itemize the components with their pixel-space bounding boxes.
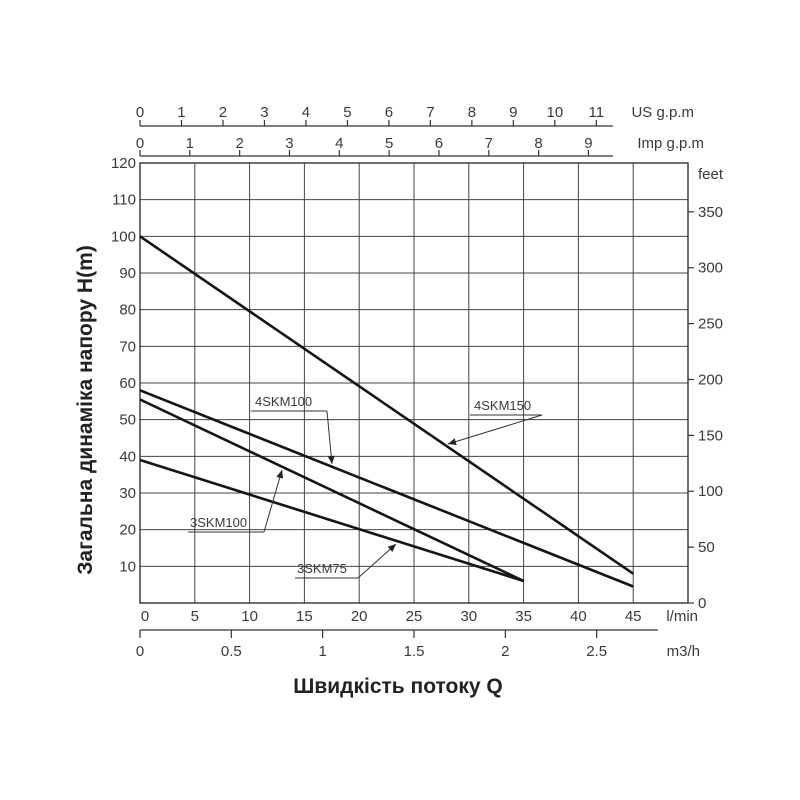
- us-tick-label: 11: [589, 104, 605, 121]
- imp-tick-label: 1: [186, 135, 194, 152]
- y-tick-label: 60: [119, 375, 136, 392]
- feet-tick-label: 150: [698, 427, 723, 444]
- imp-tick-label: 6: [435, 135, 443, 152]
- series-line-4skm150: [139, 235, 634, 575]
- label-arrowhead: [387, 544, 396, 552]
- series-label-4skm150: 4SKM150: [474, 398, 531, 413]
- feet-tick-label: 250: [698, 316, 723, 333]
- x-tick-label: 15: [296, 608, 313, 625]
- y-tick-label: 100: [111, 228, 136, 245]
- feet-unit-label: feet: [698, 166, 724, 183]
- y-tick-label: 20: [119, 522, 136, 539]
- y-axis-title: Загальна динаміка напору H(m): [74, 245, 97, 574]
- series-labels: 4SKM150 4SKM100 3SKM100 3SKM75: [188, 394, 543, 579]
- us-tick-label: 8: [468, 104, 476, 121]
- y-tick-label: 10: [119, 558, 136, 575]
- series-line-4skm100: [139, 389, 634, 588]
- label-leader: [263, 469, 283, 533]
- us-tick-label: 9: [509, 104, 517, 121]
- us-tick-label: 4: [302, 104, 310, 121]
- series-line-3skm100: [139, 398, 525, 583]
- us-tick-label: 5: [343, 104, 351, 121]
- y-tick-label: 110: [112, 192, 136, 209]
- label-leader: [357, 543, 397, 579]
- x-tick-label: 25: [406, 608, 423, 625]
- y-tick-label: 80: [119, 302, 136, 319]
- y-tick-label: 90: [119, 265, 136, 282]
- x-unit-label: l/min: [666, 608, 698, 625]
- imp-tick-label: 2: [235, 135, 243, 152]
- m3h-tick-label: 2: [501, 643, 509, 660]
- m3h-tick-label: 0: [136, 643, 144, 660]
- imp-tick-label: 5: [385, 135, 393, 152]
- x-axis-title: Швидкість потоку Q: [293, 675, 503, 698]
- x-tick-label: 10: [241, 608, 258, 625]
- us-tick-label: 0: [136, 104, 144, 121]
- x-tick-label: 35: [515, 608, 532, 625]
- x-tick-label: 45: [625, 608, 642, 625]
- label-leader: [447, 414, 543, 445]
- imp-tick-label: 4: [335, 135, 343, 152]
- imp-tick-label: 9: [584, 135, 592, 152]
- imp-tick-label: 3: [285, 135, 293, 152]
- axes: [139, 120, 694, 638]
- y-tick-label: 70: [119, 338, 136, 355]
- series-line-3skm75: [139, 458, 524, 583]
- feet-tick-label: 350: [698, 204, 723, 221]
- imp-tick-label: 8: [534, 135, 542, 152]
- series-lines: [139, 235, 634, 588]
- m3h-tick-label: 2.5: [586, 643, 607, 660]
- x-tick-label: 40: [570, 608, 587, 625]
- us-tick-label: 7: [426, 104, 434, 121]
- feet-tick-label: 100: [698, 483, 723, 500]
- y-tick-label: 40: [119, 448, 136, 465]
- imp-unit-label: Imp g.p.m: [637, 135, 704, 152]
- series-label-4skm100: 4SKM100: [255, 394, 312, 409]
- label-arrowhead: [327, 455, 335, 464]
- feet-tick-label: 50: [698, 539, 715, 556]
- us-tick-label: 2: [219, 104, 227, 121]
- x-tick-label: 20: [351, 608, 368, 625]
- series-label-3skm75: 3SKM75: [297, 561, 347, 576]
- feet-tick-label: 200: [698, 371, 723, 388]
- label-leader: [326, 410, 333, 465]
- label-arrowhead: [448, 438, 457, 445]
- x-tick-label: 5: [191, 608, 199, 625]
- us-tick-label: 10: [546, 104, 563, 121]
- y-tick-label: 30: [119, 485, 136, 502]
- m3h-unit-label: m3/h: [667, 643, 700, 660]
- feet-tick-label: 0: [698, 595, 706, 612]
- y-tick-label: 120: [111, 155, 136, 172]
- plot-frame: [139, 162, 689, 604]
- series-label-3skm100: 3SKM100: [190, 515, 247, 530]
- feet-tick-label: 300: [698, 260, 723, 277]
- imp-tick-label: 0: [136, 135, 144, 152]
- y-tick-label: 50: [119, 412, 136, 429]
- label-arrowhead: [276, 470, 284, 479]
- m3h-tick-label: 0.5: [221, 643, 242, 660]
- imp-tick-label: 7: [485, 135, 493, 152]
- x-tick-label: 0: [141, 608, 149, 625]
- m3h-tick-label: 1: [318, 643, 326, 660]
- grid: [140, 162, 688, 603]
- us-tick-label: 1: [177, 104, 185, 121]
- us-tick-label: 6: [385, 104, 393, 121]
- x-tick-label: 30: [460, 608, 477, 625]
- m3h-tick-label: 1.5: [404, 643, 425, 660]
- us-unit-label: US g.p.m: [631, 104, 694, 121]
- us-tick-label: 3: [260, 104, 268, 121]
